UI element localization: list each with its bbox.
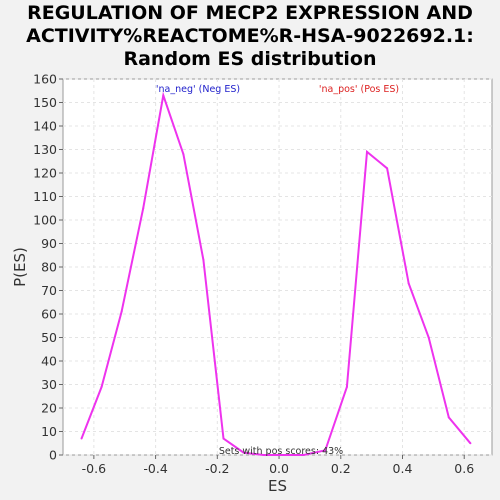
data-point [222,437,225,440]
y-tick-label: 60 [41,307,57,322]
data-point [366,150,369,153]
data-point [120,310,123,313]
chart-title-line-2: ACTIVITY%REACTOME%R-HSA-9022692.1: [26,25,474,47]
data-point [447,416,450,419]
data-point [100,385,103,388]
x-tick-label: -0.6 [82,461,106,476]
y-tick-label: 160 [33,72,57,87]
y-tick-label: 30 [41,377,57,392]
data-point [386,167,389,170]
y-tick-label: 110 [33,189,57,204]
y-tick-label: 50 [41,330,57,345]
data-point [407,282,410,285]
y-tick-label: 120 [33,166,57,181]
data-point [242,451,245,454]
data-point [182,153,185,156]
x-tick-label: 0.6 [454,461,474,476]
x-tick-label: -0.4 [143,461,167,476]
series-line [80,91,472,456]
x-tick-label: -0.2 [205,461,229,476]
y-tick-label: 90 [41,236,57,251]
y-tick-label: 40 [41,354,57,369]
y-tick-label: 70 [41,283,57,298]
data-point [202,258,205,261]
x-tick-label: 0.2 [331,461,351,476]
chart-title-line-3: Random ES distribution [123,48,377,70]
y-axis-label: P(ES) [11,247,29,287]
y-tick-label: 10 [41,424,57,439]
data-point [142,207,145,210]
x-axis-label: ES [268,477,287,495]
y-tick-label: 140 [33,119,57,134]
y-tick-label: 130 [33,142,57,157]
pos-score-annotation: Sets with pos scores: 43% [219,446,343,457]
x-tick-label: 0.4 [393,461,413,476]
data-point [469,442,472,445]
y-tick-label: 80 [41,260,57,275]
y-tick-label: 150 [33,95,57,110]
x-tick-label: 0.0 [269,461,289,476]
data-point [282,454,285,456]
data-point [262,454,265,456]
data-point [162,94,165,97]
data-point [324,449,327,452]
series-points [80,94,472,456]
data-point [345,385,348,388]
data-point [427,336,430,339]
chart-title-line-1: REGULATION OF MECP2 EXPRESSION AND [27,2,473,24]
y-tick-label: 100 [33,213,57,228]
axis-ticks: 0 10 20 30 40 50 60 70 80 90 100 110 120 130 140 150 160… [33,72,474,477]
legend-neg: 'na_neg' (Neg ES) [156,84,240,95]
y-tick-label: 20 [41,401,57,416]
legend-pos: 'na_pos' (Pos ES) [319,84,399,95]
y-tick-label: 0 [49,448,57,463]
data-point [302,454,305,456]
data-point [80,437,83,440]
plot-area [62,78,493,456]
